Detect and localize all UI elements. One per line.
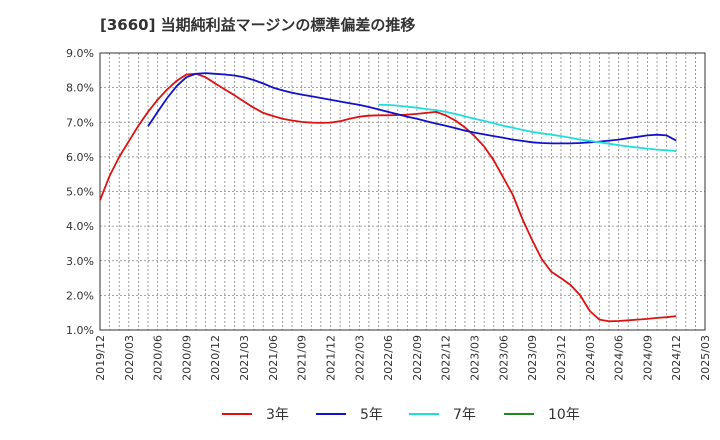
x-tick-label: 2023/09 — [526, 335, 539, 381]
x-tick-label: 2022/09 — [411, 335, 424, 381]
series-line-2 — [378, 104, 677, 152]
series-lines — [99, 72, 677, 323]
x-tick-label: 2021/06 — [267, 335, 280, 381]
x-tick-label: 2022/03 — [353, 335, 366, 381]
x-tick-label: 2024/06 — [613, 335, 626, 381]
grid — [100, 52, 705, 331]
x-tick-label: 2020/09 — [180, 335, 193, 381]
y-axis-ticks: 1.0% 2.0% 3.0% 4.0% 5.0% 6.0% 7.0% 8.0% 9.0% — [66, 47, 94, 337]
legend-label: 10年 — [548, 407, 580, 423]
y-tick-label: 7.0% — [66, 116, 94, 129]
x-tick-label: 2024/12 — [670, 335, 683, 381]
x-tick-label: 2023/12 — [555, 335, 568, 381]
chart-title: [3660] 当期純利益マージンの標準偏差の推移 — [100, 16, 415, 34]
x-tick-label: 2021/09 — [296, 335, 309, 381]
legend-label: 3年 — [266, 407, 289, 423]
y-tick-label: 3.0% — [66, 255, 94, 268]
plot-frame — [99, 52, 706, 331]
y-tick-label: 1.0% — [66, 324, 94, 337]
x-axis-ticks: 2019/12 2020/03 2020/06 2020/09 2020/12 2021/… — [94, 335, 712, 381]
x-tick-label: 2020/03 — [123, 335, 136, 381]
legend-label: 5年 — [360, 407, 383, 423]
y-tick-label: 9.0% — [66, 47, 94, 60]
series-line-1 — [147, 72, 677, 145]
x-tick-label: 2020/06 — [152, 335, 165, 381]
x-tick-label: 2020/12 — [209, 335, 222, 381]
y-tick-label: 5.0% — [66, 186, 94, 199]
legend-label: 7年 — [453, 407, 476, 423]
x-tick-label: 2022/06 — [382, 335, 395, 381]
legend: 3年 5年 7年 10年 — [222, 407, 580, 423]
x-tick-label: 2022/12 — [440, 335, 453, 381]
x-tick-label: 2024/09 — [641, 335, 654, 381]
y-tick-label: 6.0% — [66, 151, 94, 164]
x-tick-label: 2025/03 — [699, 335, 712, 381]
y-tick-label: 2.0% — [66, 289, 94, 302]
x-tick-label: 2023/03 — [469, 335, 482, 381]
x-tick-label: 2021/12 — [324, 335, 337, 381]
y-tick-label: 4.0% — [66, 220, 94, 233]
x-tick-label: 2024/03 — [584, 335, 597, 381]
x-tick-label: 2019/12 — [94, 335, 107, 381]
x-tick-label: 2021/03 — [238, 335, 251, 381]
y-tick-label: 8.0% — [66, 82, 94, 95]
x-tick-label: 2023/06 — [497, 335, 510, 381]
